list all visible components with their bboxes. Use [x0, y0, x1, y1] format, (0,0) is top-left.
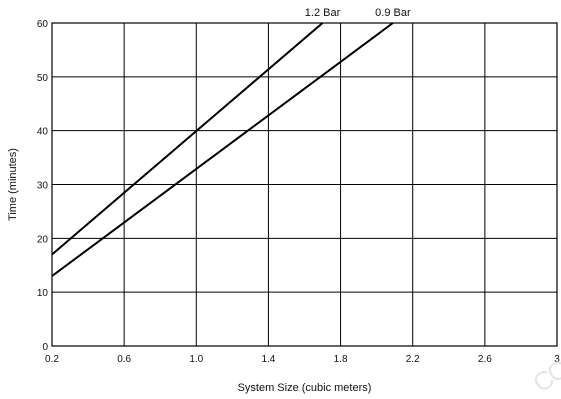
series-lines	[51, 22, 394, 277]
x-tick-label: 3	[554, 354, 560, 365]
y-tick-label: 60	[37, 19, 49, 30]
series-labels: 1.2 Bar 0.9 Bar	[305, 7, 411, 19]
plot-frame	[51, 22, 558, 347]
y-tick-labels: 0 10 20 30 40 50 60	[37, 19, 49, 353]
y-tick-label: 0	[42, 342, 48, 353]
x-tick-label: 2.2	[406, 354, 420, 365]
y-tick-label: 20	[37, 234, 49, 245]
x-tick-labels: 0.2 0.6 1.0 1.4 1.8 2.2 2.6 3	[45, 354, 560, 365]
y-axis-title: Time (minutes)	[7, 148, 19, 221]
y-tick-label: 40	[37, 127, 49, 138]
x-tick-label: 1.8	[334, 354, 348, 365]
x-tick-label: 0.6	[117, 354, 131, 365]
series-label-2: 0.9 Bar	[375, 7, 411, 19]
series-line-1	[51, 22, 324, 256]
y-tick-label: 10	[37, 288, 49, 299]
y-tick-label: 30	[37, 181, 49, 192]
x-tick-label: 0.2	[45, 354, 59, 365]
x-tick-label: 1.4	[261, 354, 275, 365]
series-label-1: 1.2 Bar	[305, 7, 341, 19]
x-axis-title: System Size (cubic meters)	[238, 382, 372, 394]
x-tick-label: 2.6	[478, 354, 492, 365]
x-tick-label: 1.0	[189, 354, 203, 365]
gridlines	[52, 23, 557, 346]
y-tick-label: 50	[37, 73, 49, 84]
watermark-text: CO	[531, 359, 561, 395]
watermark: CO	[531, 359, 561, 395]
series-line-2	[51, 22, 394, 277]
